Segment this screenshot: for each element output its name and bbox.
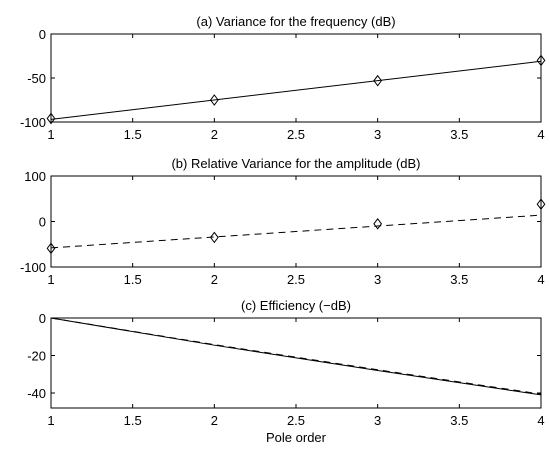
axes-frame [50, 33, 542, 123]
x-tick-label: 2.5 [287, 413, 305, 428]
x-tick-label: 1 [47, 272, 54, 287]
y-tick-label: -100 [20, 115, 46, 130]
y-tick-label: 0 [39, 215, 46, 230]
x-tick-label: 1.5 [124, 272, 142, 287]
y-tick-label: 0 [39, 27, 46, 42]
diamond-marker [209, 94, 219, 106]
x-axis-label: Pole order [266, 430, 327, 445]
x-tick-label: 4 [537, 413, 544, 428]
series-line-solid [50, 317, 542, 396]
x-tick-label: 3.5 [450, 127, 468, 142]
x-tick-label: 1 [47, 127, 54, 142]
x-tick-label: 2 [211, 127, 218, 142]
x-tick-label: 4 [537, 272, 544, 287]
x-tick-label: 1.5 [124, 127, 142, 142]
series-line-dashed [50, 214, 542, 249]
y-tick-label: 0 [39, 311, 46, 326]
x-tick-label: 2 [211, 272, 218, 287]
series-line-dashed [50, 317, 542, 395]
diamond-marker [536, 198, 546, 211]
diamond-marker [46, 112, 56, 125]
panel-title: (c) Efficiency (−dB) [241, 298, 351, 313]
x-tick-label: 2.5 [287, 127, 305, 142]
diamond-marker [373, 74, 383, 87]
x-tick-label: 3.5 [450, 413, 468, 428]
y-tick-label: -50 [27, 71, 46, 86]
y-tick-label: 100 [24, 169, 46, 184]
diamond-marker [46, 242, 56, 255]
x-tick-label: 2 [211, 413, 218, 428]
x-tick-label: 2.5 [287, 272, 305, 287]
panel-b-amplitude-variance: (b) Relative Variance for the amplitude … [20, 156, 546, 287]
diamond-marker [209, 231, 219, 244]
x-tick-label: 1.5 [124, 413, 142, 428]
x-tick-label: 3 [374, 127, 381, 142]
panel-title: (b) Relative Variance for the amplitude … [171, 156, 420, 171]
y-tick-label: -40 [27, 386, 46, 401]
x-tick-label: 3.5 [450, 272, 468, 287]
x-tick-label: 4 [537, 127, 544, 142]
series-line-solid [50, 60, 542, 120]
x-tick-label: 3 [374, 272, 381, 287]
y-tick-label: -20 [27, 349, 46, 364]
panel-a-frequency-variance: (a) Variance for the frequency (dB) 1 1.5 2… [20, 14, 546, 142]
x-tick-label: 1 [47, 413, 54, 428]
diamond-marker [536, 54, 546, 67]
y-tick-label: -100 [20, 260, 46, 275]
axes-frame [50, 175, 542, 268]
x-tick-label: 3 [374, 413, 381, 428]
panel-title: (a) Variance for the frequency (dB) [196, 14, 395, 29]
axes-frame [50, 317, 542, 409]
diamond-marker [373, 217, 383, 230]
panel-c-efficiency: (c) Efficiency (−dB) 1 1.5 2 2.5 3 3.5 4 -40 -20 0… [27, 298, 544, 445]
